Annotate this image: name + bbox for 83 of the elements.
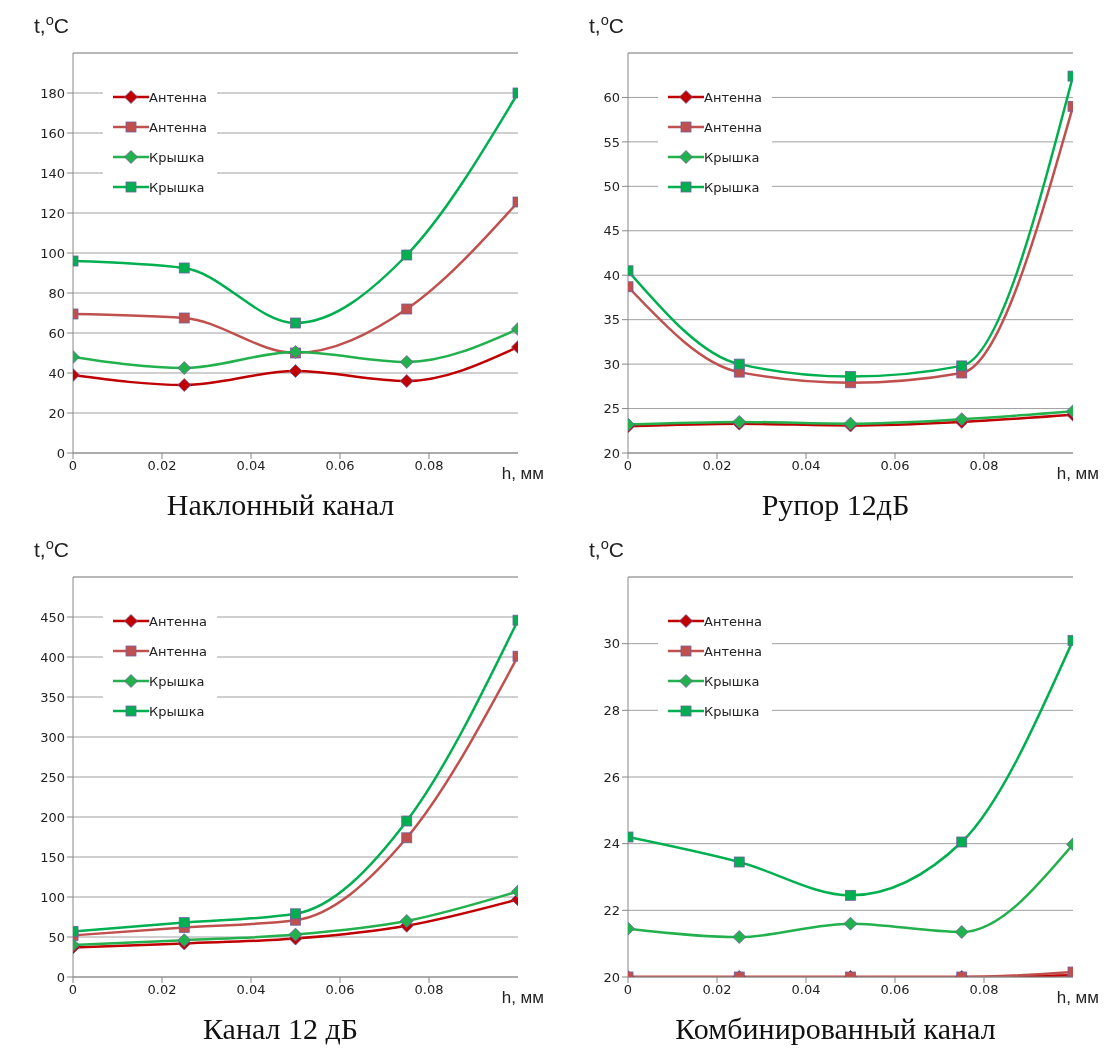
- legend-label: Антенна: [704, 119, 762, 135]
- text: Комбинированный канал: [674, 1012, 997, 1046]
- x-tick-label: 0.08: [969, 458, 999, 474]
- y-tick-label: 150: [40, 849, 65, 865]
- y-tick-label: 55: [603, 134, 620, 150]
- y-tick-label: 20: [48, 405, 65, 421]
- x-tick-label: 0.06: [880, 458, 910, 474]
- x-tick-label: 0.08: [969, 982, 999, 998]
- x-axis-title: h, мм: [1056, 988, 1099, 1007]
- legend-label: Антенна: [704, 89, 762, 105]
- legend-label: Крышка: [704, 149, 760, 165]
- x-tick-label: 0: [68, 458, 78, 474]
- y-axis-title: t,$^{o}$C: [33, 12, 69, 37]
- y-tick-label: 80: [48, 285, 65, 301]
- y-tick-label: 60: [48, 325, 65, 341]
- y-tick-label: 120: [40, 205, 65, 221]
- legend-label: Антенна: [149, 643, 207, 659]
- y-tick-label: 140: [40, 165, 65, 181]
- y-tick-label: 0: [56, 969, 65, 985]
- y-tick-label: 180: [40, 85, 65, 101]
- y-axis-title: t,$^{o}$C: [588, 12, 624, 37]
- y-tick-label: 300: [40, 729, 65, 745]
- y-tick-label: 250: [40, 769, 65, 785]
- x-axis-title: h, мм: [501, 988, 544, 1007]
- y-axis-title: t,$^{o}$C: [33, 536, 69, 561]
- y-axis-title: t,$^{o}$C: [588, 536, 624, 561]
- legend-label: Антенна: [149, 89, 207, 105]
- y-tick-label: 35: [603, 312, 620, 328]
- legend-label: Крышка: [704, 673, 760, 689]
- legend-label: Крышка: [149, 673, 205, 689]
- legend-label: Антенна: [704, 613, 762, 629]
- y-tick-label: 25: [603, 401, 620, 417]
- text: Наклонный канал: [165, 488, 396, 522]
- x-tick-label: 0: [68, 982, 78, 998]
- legend-label: Крышка: [704, 179, 760, 195]
- y-tick-label: 20: [603, 445, 620, 461]
- legend-label: Крышка: [149, 179, 205, 195]
- y-tick-label: 20: [603, 969, 620, 985]
- x-tick-label: 0.06: [325, 458, 355, 474]
- x-tick-label: 0.04: [791, 458, 821, 474]
- y-tick-label: 30: [603, 356, 620, 372]
- x-axis-title: h, мм: [1056, 464, 1099, 483]
- x-tick-label: 0.02: [702, 982, 732, 998]
- legend-label: Крышка: [704, 703, 760, 719]
- x-tick-label: 0.02: [702, 458, 732, 474]
- y-tick-label: 350: [40, 689, 65, 705]
- x-tick-label: 0.02: [147, 458, 177, 474]
- legend-label: Крышка: [149, 703, 205, 719]
- y-tick-label: 400: [40, 649, 65, 665]
- y-tick-label: 50: [603, 178, 620, 194]
- y-tick-label: 100: [40, 245, 65, 261]
- x-tick-label: 0.08: [414, 982, 444, 998]
- text: Канал 12 дБ: [202, 1012, 359, 1046]
- y-tick-label: 50: [48, 929, 65, 945]
- y-tick-label: 450: [40, 609, 65, 625]
- y-tick-label: 160: [40, 125, 65, 141]
- y-tick-label: 40: [603, 267, 620, 283]
- legend-label: Антенна: [704, 643, 762, 659]
- legend-label: Крышка: [149, 149, 205, 165]
- text: Рупор 12дБ: [760, 488, 911, 522]
- legend-label: Антенна: [149, 613, 207, 629]
- y-tick-label: 28: [603, 702, 620, 718]
- x-tick-label: 0.04: [236, 982, 266, 998]
- x-tick-label: 0.06: [325, 982, 355, 998]
- x-tick-label: 0.06: [880, 982, 910, 998]
- y-tick-label: 60: [603, 90, 620, 106]
- y-tick-label: 45: [603, 223, 620, 239]
- x-tick-label: 0.02: [147, 982, 177, 998]
- x-tick-label: 0.08: [414, 458, 444, 474]
- legend-label: Антенна: [149, 119, 207, 135]
- y-tick-label: 200: [40, 809, 65, 825]
- y-tick-label: 24: [603, 836, 620, 852]
- x-tick-label: 0: [623, 458, 633, 474]
- y-tick-label: 26: [603, 769, 620, 785]
- x-tick-label: 0: [623, 982, 633, 998]
- y-tick-label: 40: [48, 365, 65, 381]
- y-tick-label: 0: [56, 445, 65, 461]
- x-axis-title: h, мм: [501, 464, 544, 483]
- x-tick-label: 0.04: [791, 982, 821, 998]
- y-tick-label: 22: [603, 902, 620, 918]
- y-tick-label: 100: [40, 889, 65, 905]
- y-tick-label: 30: [603, 636, 620, 652]
- x-tick-label: 0.04: [236, 458, 266, 474]
